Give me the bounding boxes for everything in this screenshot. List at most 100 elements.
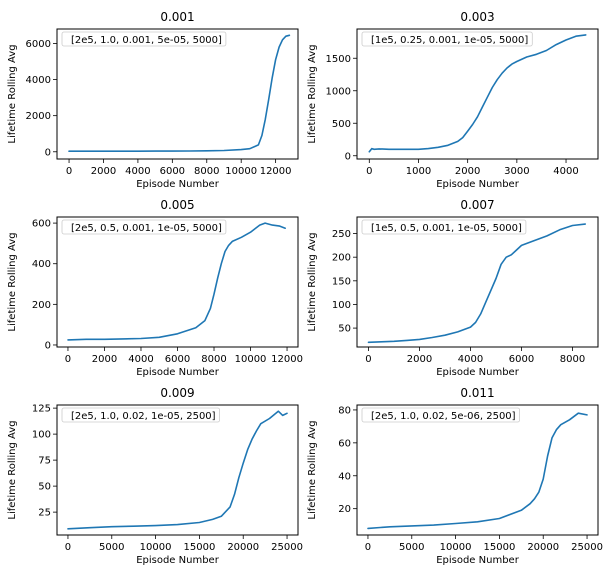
subplot-3: 0.005 0 2000 4000 6000 8000 10000 12000 0 200 400 6… xyxy=(7,198,303,378)
x-tick-label: 1000 xyxy=(406,166,431,177)
subplot-title: 0.005 xyxy=(160,198,194,212)
axes-frame xyxy=(56,28,299,160)
x-tick-label: 8000 xyxy=(560,354,585,365)
y-tick-label: 0 xyxy=(345,151,351,162)
subplot-title: 0.011 xyxy=(460,386,494,400)
x-tick-label: 0 xyxy=(66,166,72,177)
x-tick-label: 10000 xyxy=(140,542,172,553)
y-tick-label: 4000 xyxy=(26,75,51,86)
x-axis-label: Episode Number xyxy=(136,179,220,190)
subplot-1: 0.001 0 2000 4000 6000 8000 10000 12000 0 2000 400… xyxy=(7,10,299,190)
axes-frame xyxy=(356,404,599,536)
x-tick-label: 20000 xyxy=(527,542,559,553)
x-tick-label: 3000 xyxy=(504,166,529,177)
legend: [2e5, 0.5, 0.001, 1e-05, 5000] xyxy=(61,219,227,235)
x-tick-label: 6000 xyxy=(509,354,534,365)
x-tick-label: 0 xyxy=(365,354,371,365)
y-tick-label: 80 xyxy=(338,405,351,416)
legend-frame xyxy=(61,219,227,235)
series-line xyxy=(368,34,587,153)
x-tick-label: 2000 xyxy=(407,354,432,365)
subplot-2: 0.003 0 1000 2000 3000 4000 0 500 1000 1500 Episod… xyxy=(307,10,599,190)
y-axis-label: Lifetime Rolling Avg xyxy=(7,44,18,143)
legend-entry: [2e5, 1.0, 0.02, 1e-05, 2500] xyxy=(71,411,216,422)
axes-frame xyxy=(56,216,299,348)
x-tick-label: 2000 xyxy=(91,166,116,177)
x-tick-label: 10000 xyxy=(440,542,472,553)
y-tick-label: 400 xyxy=(32,259,51,270)
y-tick-label: 1500 xyxy=(326,54,351,65)
subplot-4: 0.007 0 2000 4000 6000 8000 50 100 150 200 250 Epis… xyxy=(307,198,599,378)
y-axis-label: Lifetime Rolling Avg xyxy=(307,44,318,143)
x-axis-label: Episode Number xyxy=(436,179,520,190)
x-tick-label: 10000 xyxy=(235,354,267,365)
y-tick-label: 125 xyxy=(32,404,51,415)
x-tick-label: 5000 xyxy=(399,542,424,553)
x-tick-label: 6000 xyxy=(165,354,190,365)
x-tick-label: 4000 xyxy=(553,166,578,177)
x-tick-label: 0 xyxy=(365,542,371,553)
legend: [1e5, 0.25, 0.001, 1e-05, 5000] xyxy=(361,31,533,47)
x-tick-label: 8000 xyxy=(201,354,226,365)
legend-entry: [2e5, 1.0, 0.001, 5e-05, 5000] xyxy=(71,35,222,46)
y-tick-label: 20 xyxy=(338,504,351,515)
y-tick-label: 100 xyxy=(32,430,51,441)
legend: [2e5, 1.0, 0.02, 1e-05, 2500] xyxy=(61,407,221,423)
subplot-5: 0.009 0 5000 10000 15000 20000 25000 25 50 75 100 1… xyxy=(7,386,303,566)
axes-frame xyxy=(356,28,599,160)
y-axis-label: Lifetime Rolling Avg xyxy=(7,232,18,331)
x-tick-label: 2000 xyxy=(92,354,117,365)
x-axis-label: Episode Number xyxy=(436,555,520,566)
subplot-title: 0.007 xyxy=(460,198,494,212)
legend-frame xyxy=(361,31,533,47)
y-tick-label: 100 xyxy=(332,300,351,311)
x-tick-label: 4000 xyxy=(458,354,483,365)
x-tick-label: 25000 xyxy=(571,542,603,553)
legend: [2e5, 1.0, 0.001, 5e-05, 5000] xyxy=(61,31,227,47)
subplot-6: 0.011 0 5000 10000 15000 20000 25000 20 40 60 80 Ep… xyxy=(307,386,603,566)
x-tick-label: 2000 xyxy=(455,166,480,177)
subplot-title: 0.009 xyxy=(160,386,194,400)
legend-frame xyxy=(61,31,227,47)
subplot-title: 0.001 xyxy=(160,10,194,24)
y-tick-label: 6000 xyxy=(26,39,51,50)
y-tick-label: 600 xyxy=(32,219,51,230)
y-tick-label: 200 xyxy=(32,300,51,311)
y-tick-label: 75 xyxy=(38,456,51,467)
legend-entry: [2e5, 1.0, 0.02, 5e-06, 2500] xyxy=(371,411,516,422)
x-tick-label: 0 xyxy=(366,166,372,177)
legend-frame xyxy=(61,407,221,423)
legend-frame xyxy=(361,407,521,423)
x-tick-label: 8000 xyxy=(194,166,219,177)
y-axis-label: Lifetime Rolling Avg xyxy=(307,232,318,331)
axes-frame xyxy=(56,404,299,536)
y-tick-label: 1000 xyxy=(326,86,351,97)
x-tick-label: 15000 xyxy=(184,542,216,553)
y-tick-label: 0 xyxy=(45,340,51,351)
y-tick-label: 60 xyxy=(338,438,351,449)
x-tick-label: 0 xyxy=(65,354,71,365)
x-tick-label: 15000 xyxy=(484,542,516,553)
x-axis-label: Episode Number xyxy=(136,555,220,566)
legend-entry: [1e5, 0.25, 0.001, 1e-05, 5000] xyxy=(371,35,528,46)
x-axis-label: Episode Number xyxy=(436,367,520,378)
x-tick-label: 12000 xyxy=(271,354,303,365)
legend-entry: [2e5, 0.5, 0.001, 1e-05, 5000] xyxy=(71,223,222,234)
y-tick-label: 2000 xyxy=(26,111,51,122)
x-tick-label: 10000 xyxy=(225,166,257,177)
series-line xyxy=(367,223,587,344)
y-tick-label: 200 xyxy=(332,253,351,264)
y-tick-label: 25 xyxy=(38,508,51,519)
legend-frame xyxy=(361,219,527,235)
series-line xyxy=(68,34,291,152)
x-tick-label: 5000 xyxy=(99,542,124,553)
y-tick-label: 0 xyxy=(45,147,51,158)
y-tick-label: 500 xyxy=(332,119,351,130)
series-line xyxy=(67,222,287,341)
series-line xyxy=(67,410,288,530)
y-axis-label: Lifetime Rolling Avg xyxy=(7,420,18,519)
x-tick-label: 4000 xyxy=(125,166,150,177)
x-tick-label: 25000 xyxy=(271,542,303,553)
x-tick-label: 4000 xyxy=(128,354,153,365)
